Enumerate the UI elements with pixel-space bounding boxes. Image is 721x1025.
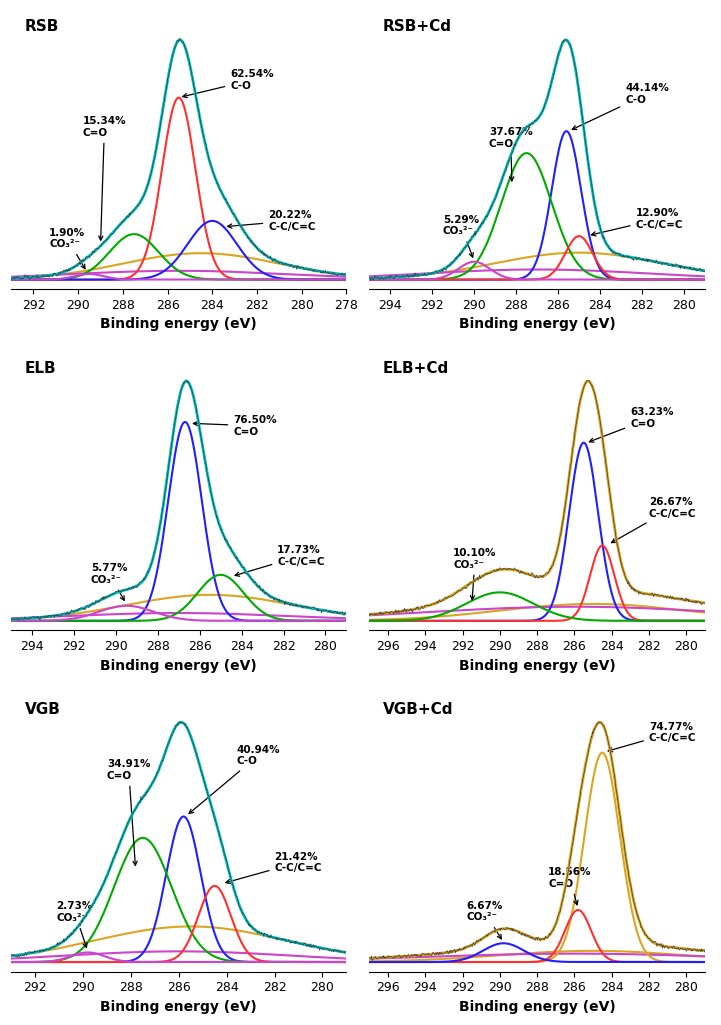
Text: 62.54%
C-O: 62.54% C-O	[183, 69, 274, 97]
X-axis label: Binding energy (eV): Binding energy (eV)	[100, 318, 257, 331]
Text: 76.50%
C=O: 76.50% C=O	[193, 415, 277, 437]
X-axis label: Binding energy (eV): Binding energy (eV)	[459, 659, 616, 672]
Text: 44.14%
C-O: 44.14% C-O	[572, 83, 669, 129]
Text: 1.90%
CO₃²⁻: 1.90% CO₃²⁻	[49, 228, 85, 269]
Text: 6.67%
CO₃²⁻: 6.67% CO₃²⁻	[466, 901, 503, 939]
X-axis label: Binding energy (eV): Binding energy (eV)	[100, 1000, 257, 1014]
Text: 17.73%
C-C/C=C: 17.73% C-C/C=C	[235, 545, 324, 576]
Text: RSB+Cd: RSB+Cd	[383, 19, 452, 35]
Text: 37.67%
C=O: 37.67% C=O	[489, 127, 533, 181]
X-axis label: Binding energy (eV): Binding energy (eV)	[459, 318, 616, 331]
Text: 5.77%
CO₃²⁻: 5.77% CO₃²⁻	[91, 563, 127, 601]
Text: 5.29%
CO₃²⁻: 5.29% CO₃²⁻	[443, 215, 479, 257]
Text: 40.94%
C-O: 40.94% C-O	[189, 745, 280, 814]
Text: 18.56%
C=O: 18.56% C=O	[548, 867, 592, 905]
X-axis label: Binding energy (eV): Binding energy (eV)	[100, 659, 257, 672]
Text: VGB+Cd: VGB+Cd	[383, 702, 454, 716]
Text: ELB: ELB	[25, 361, 56, 375]
Text: RSB: RSB	[25, 19, 59, 35]
Text: 2.73%
CO₃²⁻: 2.73% CO₃²⁻	[57, 901, 93, 947]
Text: 20.22%
C-C/C=C: 20.22% C-C/C=C	[228, 210, 316, 232]
Text: 21.42%
C-C/C=C: 21.42% C-C/C=C	[226, 852, 322, 884]
Text: 10.10%
CO₃²⁻: 10.10% CO₃²⁻	[454, 548, 497, 600]
Text: 26.67%
C-C/C=C: 26.67% C-C/C=C	[611, 497, 696, 542]
Text: 63.23%
C=O: 63.23% C=O	[589, 407, 673, 442]
Text: ELB+Cd: ELB+Cd	[383, 361, 449, 375]
Text: 34.91%
C=O: 34.91% C=O	[107, 760, 151, 865]
X-axis label: Binding energy (eV): Binding energy (eV)	[459, 1000, 616, 1014]
Text: 74.77%
C-C/C=C: 74.77% C-C/C=C	[608, 722, 696, 751]
Text: 15.34%
C=O: 15.34% C=O	[83, 116, 126, 240]
Text: 12.90%
C-C/C=C: 12.90% C-C/C=C	[591, 208, 683, 236]
Text: VGB: VGB	[25, 702, 61, 716]
